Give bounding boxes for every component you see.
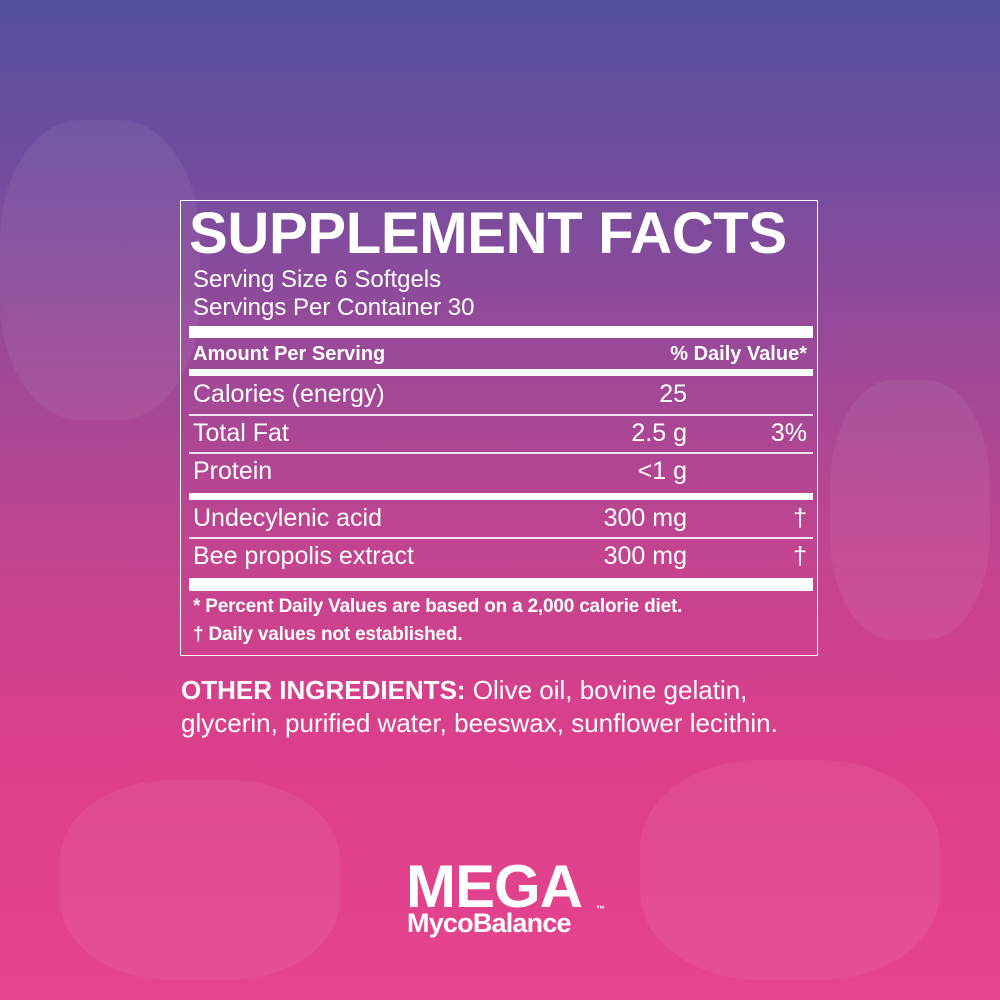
nutrient-row: Calories (energy) 25 [193, 376, 807, 412]
ingredient-amount: 300 mg [603, 504, 687, 532]
background-texture [830, 380, 990, 640]
trademark-symbol: ™ [596, 904, 605, 914]
nutrient-row: Total Fat 2.5 g 3% [193, 415, 807, 451]
brand-logo-mycobalance: MycoBalance [407, 908, 572, 938]
supplement-facts-panel: SUPPLEMENT FACTS Serving Size 6 Softgels… [180, 200, 818, 656]
ingredient-amount: 300 mg [603, 542, 687, 570]
ingredient-name: Bee propolis extract [193, 542, 414, 570]
header-daily-value: % Daily Value* [670, 343, 807, 365]
nutrient-amount: 2.5 g [631, 419, 687, 447]
servings-per-container: Servings Per Container 30 [193, 294, 475, 321]
divider-thin [189, 537, 813, 539]
background-texture [60, 780, 340, 980]
footnote-not-established: † Daily values not established. [193, 624, 463, 645]
serving-size: Serving Size 6 Softgels [193, 266, 442, 293]
footnote-daily-values: * Percent Daily Values are based on a 2,… [193, 596, 683, 617]
divider-thick [189, 578, 813, 591]
nutrient-amount: 25 [659, 380, 687, 408]
divider-thin [189, 452, 813, 454]
nutrient-dv: 3% [770, 419, 807, 447]
other-ingredients-label: OTHER INGREDIENTS: [181, 675, 466, 705]
panel-title: SUPPLEMENT FACTS [189, 201, 787, 266]
nutrient-row: Protein <1 g [193, 453, 807, 489]
divider-medium [189, 369, 813, 376]
ingredient-name: Undecylenic acid [193, 504, 382, 532]
other-ingredients: OTHER INGREDIENTS: Olive oil, bovine gel… [181, 674, 821, 740]
nutrient-name: Total Fat [193, 419, 289, 447]
ingredient-row: Bee propolis extract 300 mg † [193, 538, 807, 574]
other-ingredients-text: Olive oil, bovine gelatin, glycerin, pur… [181, 675, 778, 738]
nutrient-name: Calories (energy) [193, 380, 385, 408]
ingredient-row: Undecylenic acid 300 mg † [193, 500, 807, 536]
nutrient-name: Protein [193, 457, 273, 485]
divider-thin [189, 414, 813, 416]
background-texture [0, 120, 200, 420]
nutrient-amount: <1 g [637, 457, 687, 485]
ingredient-dv: † [793, 504, 807, 532]
background-texture [640, 760, 940, 980]
header-amount-per-serving: Amount Per Serving [193, 343, 386, 365]
brand-logo-mega: MEGA [406, 853, 583, 920]
divider-medium [189, 493, 813, 500]
ingredient-dv: † [793, 542, 807, 570]
divider-thick [189, 326, 813, 338]
